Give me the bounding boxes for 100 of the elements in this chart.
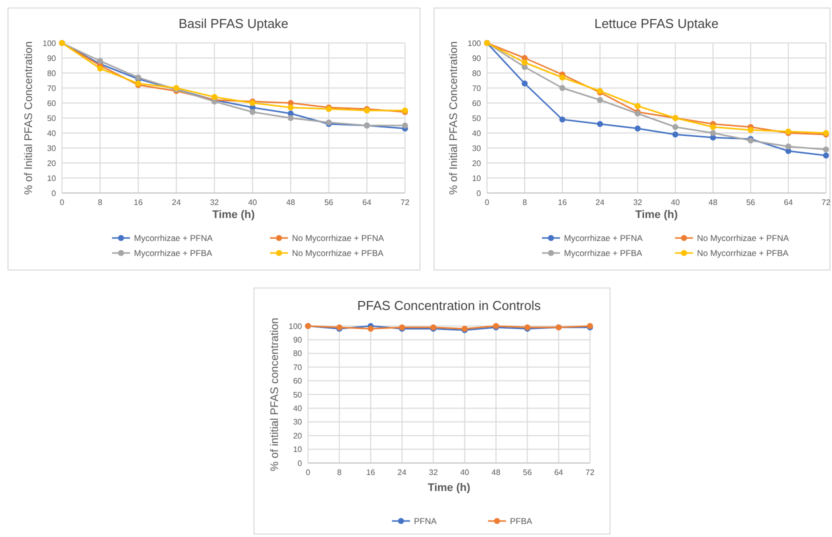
y-tick-label: 10 [293, 445, 303, 454]
x-tick-label: 56 [746, 198, 756, 207]
x-axis-title: Time (h) [428, 482, 471, 494]
y-tick-label: 100 [468, 38, 482, 48]
y-tick-label: 70 [47, 84, 57, 93]
point [559, 85, 566, 91]
y-tick-label: 10 [472, 174, 482, 183]
x-tick-label: 64 [362, 198, 372, 207]
legend-label: No Mycorrhizae + PFBA [697, 248, 789, 258]
y-tick-label: 60 [293, 376, 303, 386]
point [634, 103, 641, 109]
point [672, 132, 678, 138]
x-tick-label: 0 [306, 468, 311, 477]
x-tick-label: 16 [134, 198, 144, 207]
x-tick-label: 48 [286, 198, 296, 207]
x-tick-label: 72 [400, 198, 410, 207]
legend-label: PFBA [510, 516, 533, 526]
y-tick-label: 0 [298, 458, 303, 468]
legend-label: Mycorrhizae + PFNA [134, 232, 213, 243]
y-tick-label: 30 [47, 144, 57, 153]
x-tick-label: 24 [596, 198, 605, 207]
point [597, 121, 603, 127]
point [402, 122, 408, 128]
x-tick-label: 72 [586, 468, 595, 477]
point [710, 130, 716, 136]
point [597, 97, 603, 103]
x-tick-label: 0 [484, 198, 490, 207]
y-axis-title: % of Initial PFAS Concentration [448, 41, 460, 195]
legend-label: Mycorrhizae + PFBA [134, 248, 213, 258]
point [748, 127, 754, 133]
x-tick-label: 16 [558, 198, 568, 207]
y-tick-label: 70 [293, 362, 303, 372]
x-tick-label: 0 [60, 198, 65, 207]
y-tick-label: 40 [47, 128, 57, 138]
x-axis-title: Time (h) [635, 209, 678, 221]
y-tick-label: 80 [472, 68, 482, 78]
x-tick-label: 64 [554, 468, 564, 477]
x-tick-label: 24 [172, 198, 182, 207]
y-tick-label: 60 [47, 98, 57, 108]
legend-label: Mycorrhizae + PFNA [564, 232, 643, 243]
y-tick-label: 90 [47, 54, 57, 63]
y-tick-label: 80 [293, 349, 303, 358]
y-tick-label: 90 [472, 54, 482, 63]
point [288, 104, 294, 110]
legend-label: PFNA [414, 516, 437, 526]
point [823, 146, 829, 152]
point [250, 109, 256, 115]
x-tick-label: 16 [366, 468, 376, 477]
point [522, 80, 528, 86]
x-tick-label: 40 [670, 198, 680, 207]
point [97, 66, 104, 72]
point [211, 94, 218, 100]
x-tick-label: 48 [708, 198, 718, 207]
y-tick-label: 20 [47, 158, 57, 168]
x-tick-label: 8 [337, 468, 342, 477]
y-tick-label: 80 [47, 68, 57, 78]
y-tick-label: 10 [47, 174, 57, 183]
x-tick-label: 32 [633, 198, 643, 207]
y-axis-title: % of intitial PFAS concentration [269, 318, 281, 472]
y-tick-label: 70 [472, 84, 482, 93]
y-tick-label: 40 [472, 128, 482, 138]
y-tick-label: 30 [472, 144, 482, 153]
legend-label: Mycorrhizae + PFBA [564, 248, 643, 258]
y-tick-label: 100 [288, 322, 303, 331]
chart-title: Basil PFAS Uptake [178, 16, 288, 31]
point [559, 74, 566, 80]
y-tick-label: 30 [293, 418, 303, 427]
x-tick-label: 32 [428, 468, 438, 477]
y-tick-label: 100 [42, 38, 57, 48]
point [288, 115, 294, 121]
point [634, 126, 641, 132]
y-tick-label: 50 [293, 390, 303, 400]
y-tick-label: 0 [476, 188, 482, 198]
x-tick-label: 24 [398, 468, 407, 477]
y-tick-label: 50 [472, 114, 482, 123]
chart-title: Lettuce PFAS Uptake [594, 16, 719, 31]
x-tick-label: 48 [492, 468, 501, 477]
chart-title: PFAS Concentration in Controls [357, 298, 542, 313]
x-tick-label: 40 [248, 198, 258, 207]
y-tick-label: 90 [293, 336, 303, 344]
y-tick-label: 40 [293, 404, 303, 413]
x-tick-label: 8 [522, 198, 528, 207]
x-axis-title: Time (h) [212, 209, 256, 221]
x-tick-label: 56 [324, 198, 334, 207]
point [672, 124, 678, 130]
x-tick-label: 64 [784, 198, 794, 207]
y-axis-title: % of Initial PFAS Concentration [23, 41, 35, 195]
y-tick-label: 20 [472, 158, 482, 168]
y-tick-label: 50 [47, 114, 57, 123]
legend-label: No Mycorrhizae + PFNA [292, 232, 384, 243]
x-tick-label: 56 [522, 468, 532, 477]
legend-label: No Mycorrhizae + PFBA [292, 248, 384, 258]
point [522, 60, 528, 66]
y-tick-label: 60 [472, 98, 482, 108]
point [823, 152, 829, 158]
x-tick-label: 72 [822, 198, 831, 207]
y-tick-label: 20 [293, 431, 303, 440]
legend-label: No Mycorrhizae + PFNA [697, 232, 790, 243]
y-tick-label: 0 [52, 188, 57, 198]
x-tick-label: 32 [210, 198, 220, 207]
